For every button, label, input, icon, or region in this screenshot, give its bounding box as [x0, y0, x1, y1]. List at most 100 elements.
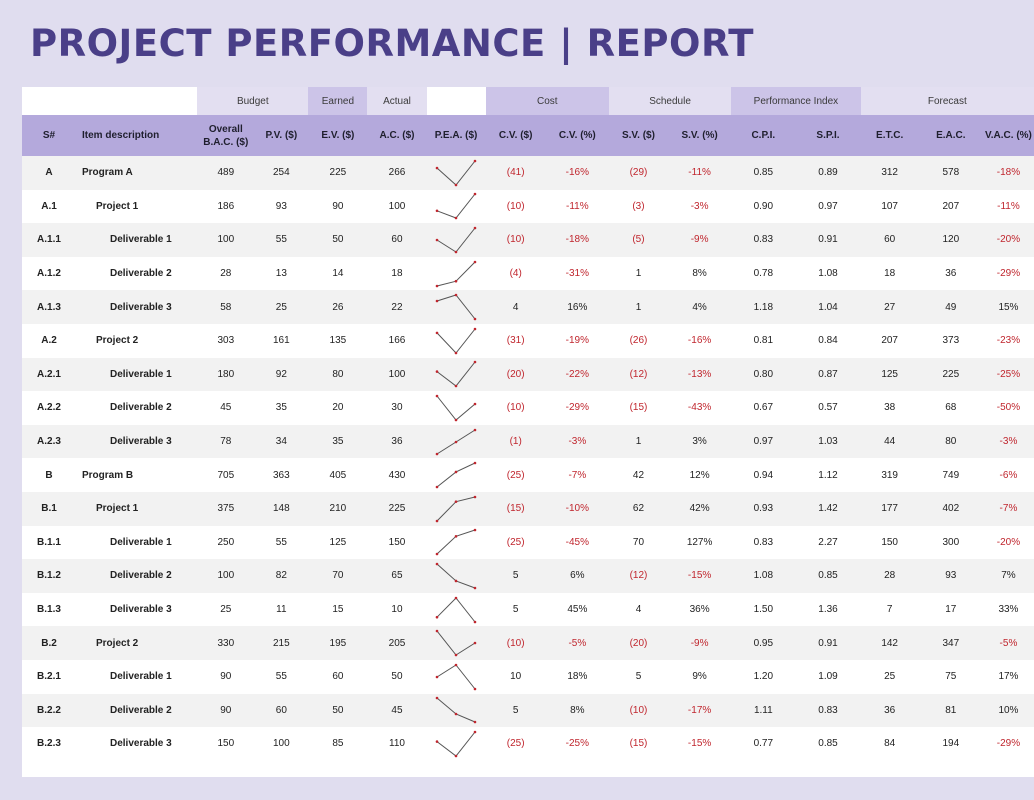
- cell-ac: 100: [367, 357, 427, 392]
- cell-desc: Deliverable 1: [76, 357, 198, 392]
- cell-cv: (31): [485, 323, 546, 358]
- cell-svp: 36%: [668, 592, 732, 627]
- cell-cpi: 0.94: [731, 458, 796, 492]
- table-row: B.1 Project 1 375 148 210 225 (15) -10% 62 42% 0.9…: [22, 491, 1034, 526]
- pea-line: [436, 160, 476, 186]
- cell-etc: 44: [860, 424, 919, 459]
- cell-desc: Program B: [76, 458, 198, 492]
- cell-ev: 70: [308, 559, 368, 593]
- table-row: A.2.3 Deliverable 3 78 34 35 36 (1) -3% 1 3% 0.97 1…: [22, 424, 1034, 459]
- cell-etc: 142: [860, 626, 919, 660]
- cell-desc: Program A: [76, 156, 198, 190]
- pea-point: [473, 428, 477, 431]
- pea-line: [436, 328, 476, 354]
- cell-ac: 18: [367, 256, 427, 291]
- cell-sv: (15): [608, 727, 669, 761]
- cell-sn: B.1: [22, 491, 76, 526]
- pea-point: [435, 394, 439, 398]
- pea-sparkline: [426, 256, 486, 291]
- cell-ev: 80: [308, 357, 368, 392]
- cell-cv: (15): [485, 491, 546, 526]
- pea-sparkline: [426, 458, 486, 492]
- cell-pv: 363: [254, 458, 309, 492]
- table-row: A.2 Project 2 303 161 135 166 (31) -19% (26) -16%…: [22, 323, 1034, 358]
- cell-pv: 100: [254, 727, 309, 761]
- cell-cv: (10): [485, 626, 546, 660]
- pea-point: [473, 327, 477, 331]
- pea-sparkline-chart: [435, 159, 477, 187]
- table-row: A.1.2 Deliverable 2 28 13 14 18 (4) -31% 1 8% 0.78…: [22, 256, 1034, 291]
- cell-cv: 5: [485, 559, 546, 593]
- cell-vac: -20%: [982, 525, 1034, 560]
- cell-cv: (10): [485, 223, 546, 257]
- cell-ev: 15: [308, 592, 368, 627]
- page-title: PROJECT PERFORMANCE | REPORT: [30, 22, 755, 65]
- cell-eac: 75: [918, 659, 983, 694]
- cell-cv: (25): [485, 458, 546, 492]
- pea-point: [454, 535, 458, 538]
- cell-spi: 0.83: [795, 693, 861, 728]
- cell-spi: 1.08: [795, 256, 861, 291]
- pea-point: [435, 553, 439, 556]
- cell-ac: 266: [367, 156, 427, 190]
- cell-vac: -29%: [982, 256, 1034, 291]
- cell-sv: 42: [608, 458, 669, 492]
- cell-cpi: 0.90: [731, 189, 796, 224]
- pea-point: [473, 641, 477, 645]
- cell-cpi: 0.97: [731, 424, 796, 459]
- cell-desc: Project 2: [76, 323, 198, 358]
- cell-ac: 110: [367, 727, 427, 761]
- cell-bac: 303: [197, 323, 255, 358]
- pea-line: [436, 294, 476, 320]
- cell-pv: 60: [254, 693, 309, 728]
- cell-etc: 7: [860, 592, 919, 627]
- cell-eac: 194: [918, 727, 983, 761]
- cell-cpi: 0.77: [731, 727, 796, 761]
- cell-ac: 10: [367, 592, 427, 627]
- pea-sparkline: [426, 491, 486, 526]
- pea-point: [454, 579, 458, 583]
- cell-sv: 5: [608, 659, 669, 694]
- group-cost: Cost: [485, 87, 609, 115]
- cell-etc: 312: [860, 156, 919, 190]
- pea-point: [454, 418, 458, 422]
- pea-point: [454, 183, 458, 187]
- cell-sn: B.2: [22, 626, 76, 660]
- col-cpi: C.P.I.: [731, 115, 796, 156]
- cell-bac: 90: [197, 659, 255, 694]
- pea-sparkline-chart: [435, 361, 477, 388]
- col-ev: E.V. ($): [308, 115, 368, 156]
- pea-point: [454, 279, 458, 283]
- pea-sparkline-chart: [435, 663, 477, 691]
- cell-etc: 27: [860, 290, 919, 324]
- cell-sn: A: [22, 156, 76, 190]
- pea-point: [473, 529, 477, 532]
- cell-ev: 14: [308, 256, 368, 291]
- pea-sparkline: [426, 659, 486, 694]
- cell-pv: 25: [254, 290, 309, 324]
- pea-point: [435, 209, 439, 213]
- col-eac: E.A.C.: [918, 115, 983, 156]
- cell-sn: A.2: [22, 323, 76, 358]
- cell-ac: 36: [367, 424, 427, 459]
- cell-etc: 107: [860, 189, 919, 224]
- cell-eac: 225: [918, 357, 983, 392]
- table-body: A Program A 489 254 225 266 (41) -16% (29) -11% 0.…: [22, 156, 1034, 761]
- cell-pv: 93: [254, 189, 309, 224]
- pea-line: [436, 227, 476, 253]
- cell-eac: 207: [918, 189, 983, 224]
- cell-etc: 177: [860, 491, 919, 526]
- cell-cpi: 1.11: [731, 693, 796, 728]
- pea-line: [436, 194, 476, 219]
- cell-ev: 50: [308, 223, 368, 257]
- cell-eac: 749: [918, 458, 983, 492]
- cell-ac: 45: [367, 693, 427, 728]
- pea-point: [454, 754, 458, 758]
- cell-spi: 1.03: [795, 424, 861, 459]
- cell-sn: A.1.1: [22, 223, 76, 257]
- cell-pv: 161: [254, 323, 309, 358]
- col-ac: A.C. ($): [367, 115, 427, 156]
- cell-cv: 4: [485, 290, 546, 324]
- table-row: A.1.1 Deliverable 1 100 55 50 60 (10) -18% (5) -9…: [22, 223, 1034, 257]
- col-sn: S#: [22, 115, 76, 156]
